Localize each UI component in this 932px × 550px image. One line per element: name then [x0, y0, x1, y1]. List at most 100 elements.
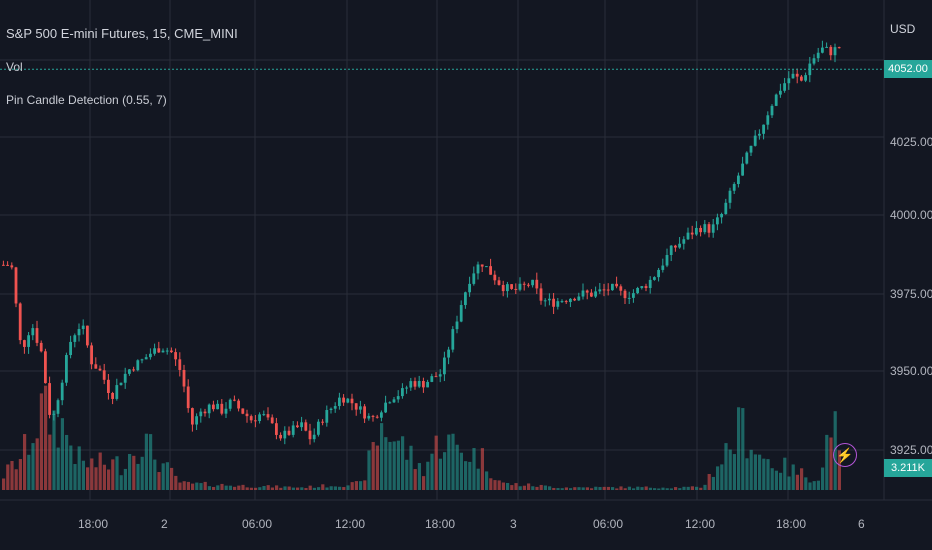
time-tick: 06:00	[242, 517, 272, 531]
volume-bar	[413, 469, 417, 490]
time-axis[interactable]: 18:00 2 06:00 12:00 18:00 3 06:00 12:00 …	[78, 517, 865, 531]
candle-body	[783, 83, 786, 91]
candle-body	[821, 47, 824, 53]
candle-body	[514, 288, 518, 290]
volume-bar	[531, 486, 535, 490]
candle-body	[161, 350, 165, 353]
volume-bar	[430, 453, 434, 490]
volume-bar	[640, 487, 644, 490]
volume-bar	[10, 461, 14, 490]
candle-body	[816, 52, 820, 59]
volume-bar	[69, 445, 73, 490]
candle-body	[779, 90, 782, 95]
candle-body	[686, 232, 690, 240]
volume-bar	[745, 458, 749, 490]
volume-bar	[703, 484, 707, 490]
candle-body	[753, 135, 757, 146]
volume-bar	[707, 474, 711, 490]
candle-body	[543, 300, 547, 302]
volume-bar	[552, 487, 556, 490]
candle-body	[737, 175, 740, 185]
chart-grid	[0, 0, 884, 500]
candle-body	[270, 417, 274, 424]
volume-bar	[648, 487, 652, 490]
volume-bar	[35, 438, 39, 490]
volume-bar	[203, 481, 207, 490]
volume-bar	[77, 446, 81, 490]
volume-bar	[728, 449, 732, 490]
volume-bar	[191, 483, 195, 490]
candle-body	[438, 374, 442, 377]
time-tick: 2	[161, 517, 168, 531]
volume-bar	[632, 488, 636, 490]
candle-body	[707, 224, 711, 233]
volume-bar	[291, 487, 295, 490]
volume-bar	[275, 485, 279, 490]
price-axis[interactable]: 4025.00 4000.00 3975.00 3950.00 3925.00	[890, 135, 932, 457]
volume-bar	[493, 480, 497, 490]
volume-bar	[123, 468, 127, 490]
time-tick: 18:00	[78, 517, 108, 531]
candle-body	[346, 398, 350, 403]
candle-body	[724, 202, 728, 215]
symbol-title[interactable]: S&P 500 E-mini Futures, 15, CME_MINI	[6, 26, 238, 41]
indicator-pin-candle[interactable]: Pin Candle Detection (0.55, 7)	[6, 93, 167, 107]
volume-bar	[65, 434, 69, 490]
volume-bar	[753, 454, 757, 490]
price-tick: 4025.00	[890, 135, 932, 149]
volume-bar	[711, 476, 715, 490]
volume-bar	[220, 483, 224, 490]
candle-body	[132, 369, 135, 371]
volume-bar	[514, 483, 518, 490]
volume-bar	[627, 486, 631, 490]
candle-body	[107, 379, 110, 393]
candle-body	[720, 214, 723, 218]
candle-body	[140, 359, 144, 361]
volume-bar	[783, 457, 787, 490]
volume-bar	[367, 450, 371, 490]
candle-body	[123, 373, 127, 383]
candle-body	[741, 163, 744, 176]
volume-bar	[111, 459, 115, 490]
candle-body	[170, 350, 173, 353]
candle-body	[380, 412, 383, 418]
candle-body	[732, 184, 736, 191]
volume-bar	[333, 486, 337, 490]
volume-bar	[825, 434, 829, 490]
volume-bar	[23, 434, 27, 490]
volume-bar	[548, 486, 552, 490]
indicator-volume[interactable]: Vol	[6, 60, 23, 74]
volume-bar	[81, 460, 85, 490]
candle-body	[434, 376, 438, 378]
volume-bar	[283, 486, 287, 490]
time-tick: 6	[858, 517, 865, 531]
candle-body	[472, 273, 476, 284]
candle-body	[186, 386, 190, 409]
volume-bar	[606, 486, 610, 490]
candle-body	[48, 383, 51, 415]
volume-bar	[501, 482, 505, 490]
candle-body	[703, 224, 707, 233]
candle-body	[220, 403, 224, 414]
candle-body	[384, 402, 387, 413]
volume-bar	[308, 485, 312, 490]
candle-body	[392, 399, 396, 403]
candle-body	[451, 329, 455, 350]
volume-bar	[527, 483, 531, 490]
volume-bar	[716, 466, 720, 490]
volume-bar	[472, 448, 476, 490]
candle-body	[300, 422, 303, 428]
candle-body	[94, 364, 98, 369]
currency-label[interactable]: USD	[890, 22, 916, 36]
candle-body	[359, 406, 362, 410]
lightning-icon[interactable]: ⚡	[833, 443, 857, 467]
candle-body	[396, 396, 400, 400]
volume-bar	[464, 461, 468, 490]
candle-body	[430, 376, 434, 382]
volume-bar	[821, 467, 825, 490]
volume-bar	[506, 482, 510, 490]
volume-bar	[829, 437, 833, 490]
candle-body	[770, 105, 774, 116]
